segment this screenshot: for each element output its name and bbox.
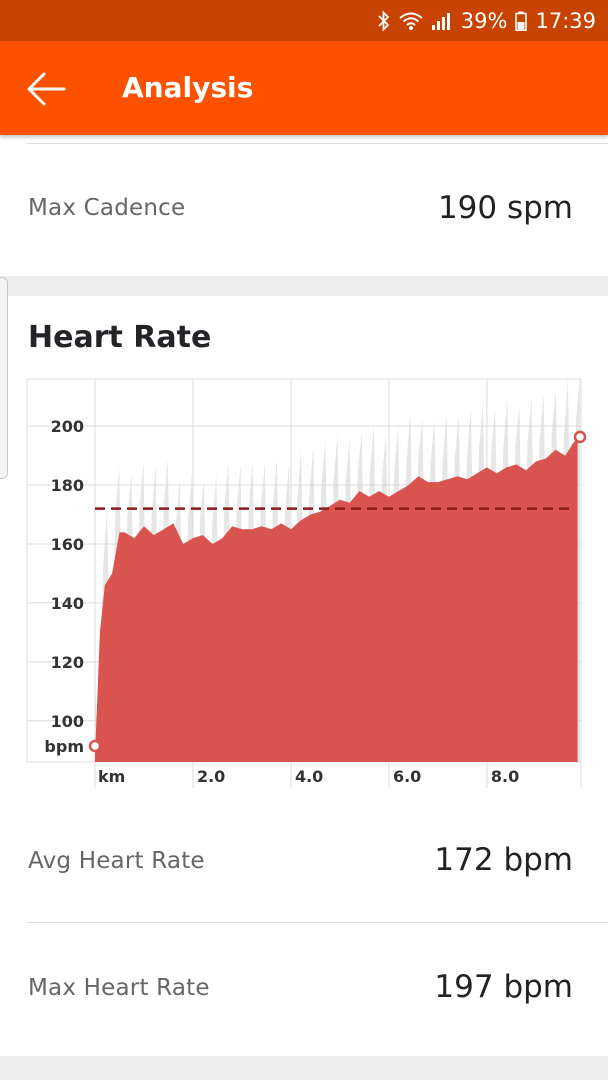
signal-icon [431,12,450,30]
app-bar: Analysis [0,41,608,135]
edge-panel-handle[interactable] [0,277,8,479]
battery-percent: 39% [460,8,508,33]
arrow-left-icon [27,72,66,106]
end-marker [573,430,587,444]
avg-heart-rate-label: Avg Heart Rate [28,848,205,874]
clock: 17:39 [535,8,596,33]
x-tick-label: 8.0 [491,767,519,786]
y-tick-label: 140 [51,594,84,613]
start-marker [88,739,102,753]
max-cadence-value: 190 spm [437,190,573,226]
avg-heart-rate-value: 172 bpm [434,842,573,878]
max-cadence-label: Max Cadence [28,195,186,221]
x-tick-label: 2.0 [197,767,225,786]
wifi-icon [399,12,423,30]
y-tick-label: 180 [51,476,84,495]
bluetooth-icon [378,9,390,32]
y-axis-label: bpm [44,737,84,756]
y-tick-label: 160 [51,535,84,554]
y-tick-label: 200 [51,417,84,436]
cadence-card: Max Cadence 190 spm [0,135,608,276]
x-axis-label: km [98,767,125,786]
heart-rate-card: Heart Rate 100 120 140 160 180 200 bpm km 2.0 4.… [0,296,608,1056]
divider [27,143,608,144]
back-button[interactable] [24,69,70,109]
max-heart-rate-value: 197 bpm [434,969,573,1005]
y-tick-label: 120 [51,653,84,672]
x-tick-label: 6.0 [393,767,421,786]
status-bar: 39% 17:39 [0,0,608,41]
max-heart-rate-label: Max Heart Rate [28,975,210,1001]
heart-rate-title: Heart Rate [28,320,212,355]
heart-rate-area [95,437,578,762]
page-title: Analysis [122,71,254,104]
y-tick-label: 100 [51,712,84,731]
heart-rate-chart[interactable]: 100 120 140 160 180 200 bpm km 2.0 4.0 6.0 8.0 [0,376,608,796]
x-tick-label: 4.0 [295,767,323,786]
battery-icon [515,11,528,31]
divider [27,922,608,923]
